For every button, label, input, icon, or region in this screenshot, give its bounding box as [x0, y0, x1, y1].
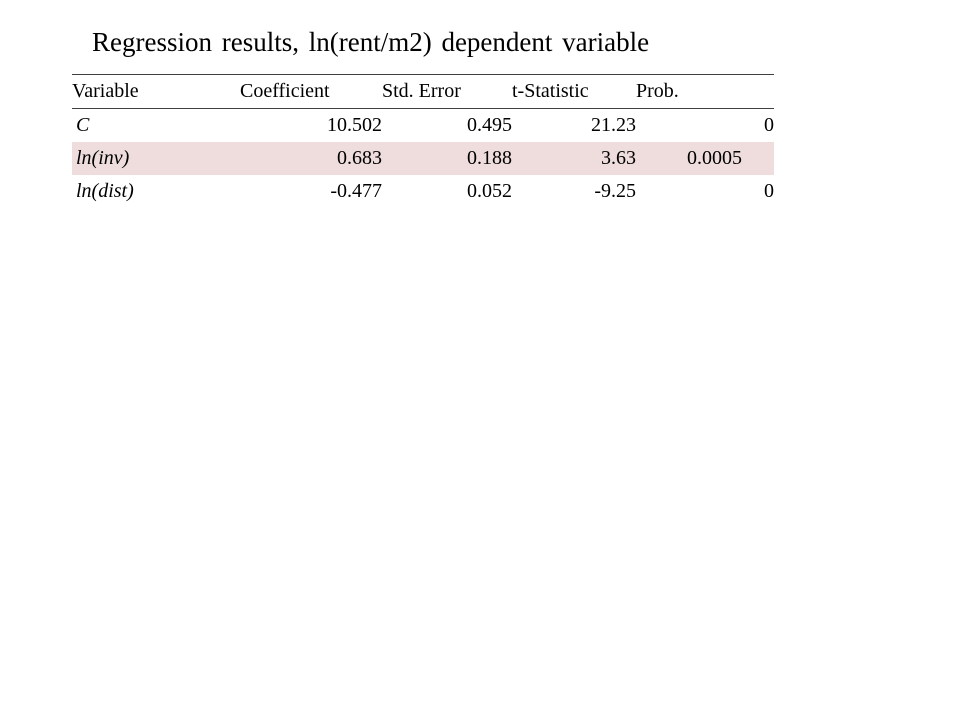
slide-title: Regression results, ln(rent/m2) dependen…: [92, 27, 650, 57]
cell-coefficient: 10.502: [327, 114, 382, 136]
table-row: ln(inv) 0.683 0.188 3.63 0.0005: [72, 142, 774, 175]
cell-t-statistic: 21.23: [591, 114, 636, 136]
cell-coefficient: 0.683: [337, 147, 382, 169]
cell-variable: ln(inv): [76, 147, 130, 169]
cell-std-error: 0.495: [467, 114, 512, 136]
cell-coefficient: -0.477: [330, 180, 382, 202]
cell-variable: C: [76, 114, 90, 136]
cell-t-statistic: -9.25: [594, 180, 636, 202]
cell-prob: 0: [764, 114, 774, 136]
cell-t-statistic: 3.63: [601, 147, 636, 169]
cell-prob: 0: [764, 180, 774, 202]
header-variable: Variable: [72, 80, 139, 102]
header-prob: Prob.: [636, 80, 679, 102]
cell-variable: ln(dist): [76, 180, 134, 202]
table-header: Variable Coefficient Std. Error t-Statis…: [72, 74, 774, 109]
cell-std-error: 0.188: [467, 147, 512, 169]
table-row: C 10.502 0.495 21.23 0: [72, 109, 774, 143]
regression-table: Variable Coefficient Std. Error t-Statis…: [72, 74, 774, 208]
header-t-statistic: t-Statistic: [512, 80, 589, 102]
header-row: Variable Coefficient Std. Error t-Statis…: [72, 74, 774, 109]
table-body: C 10.502 0.495 21.23 0 ln(inv) 0.683 0.1…: [72, 109, 774, 209]
cell-prob: 0.0005: [687, 147, 742, 169]
table-row: ln(dist) -0.477 0.052 -9.25 0: [72, 175, 774, 208]
header-std-error: Std. Error: [382, 80, 461, 102]
header-coefficient: Coefficient: [240, 80, 330, 102]
cell-std-error: 0.052: [467, 180, 512, 202]
